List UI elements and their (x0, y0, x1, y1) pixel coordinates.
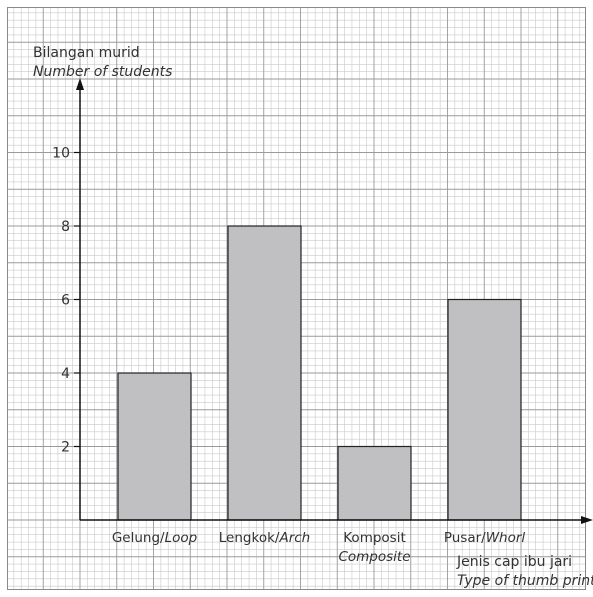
axes (76, 78, 593, 524)
y-axis-title-english: Number of students (33, 64, 172, 80)
bar-3 (447, 298, 522, 521)
x-tick-label-english: Composite (338, 549, 410, 565)
bar-0 (117, 372, 192, 521)
bar-1 (227, 225, 302, 521)
y-tick-label: 2 (61, 440, 70, 456)
x-tick-label: Komposit (343, 530, 406, 546)
y-tick-label: 6 (61, 293, 70, 309)
x-tick-label: Lengkok/Arch (219, 530, 310, 546)
y-tick-label: 10 (52, 146, 70, 162)
bars (117, 225, 522, 521)
x-tick-label: Gelung/Loop (112, 530, 197, 546)
x-axis-title: Jenis cap ibu jari (456, 554, 572, 570)
bar-2 (337, 445, 412, 521)
x-axis-title-english: Type of thumb print (457, 573, 593, 589)
grid-border (7, 7, 586, 590)
y-axis-arrow (76, 78, 84, 90)
y-tick-label: 8 (61, 219, 70, 235)
x-tick-labels: Gelung/Loop Lengkok/Arch Komposit Composite… (112, 530, 526, 565)
x-tick-label: Pusar/Whorl (444, 530, 526, 546)
y-axis-title: Bilangan murid (33, 45, 140, 61)
y-ticks: 2 4 6 8 10 (52, 146, 80, 456)
y-tick-label: 4 (61, 366, 70, 382)
x-axis-arrow (581, 516, 593, 524)
